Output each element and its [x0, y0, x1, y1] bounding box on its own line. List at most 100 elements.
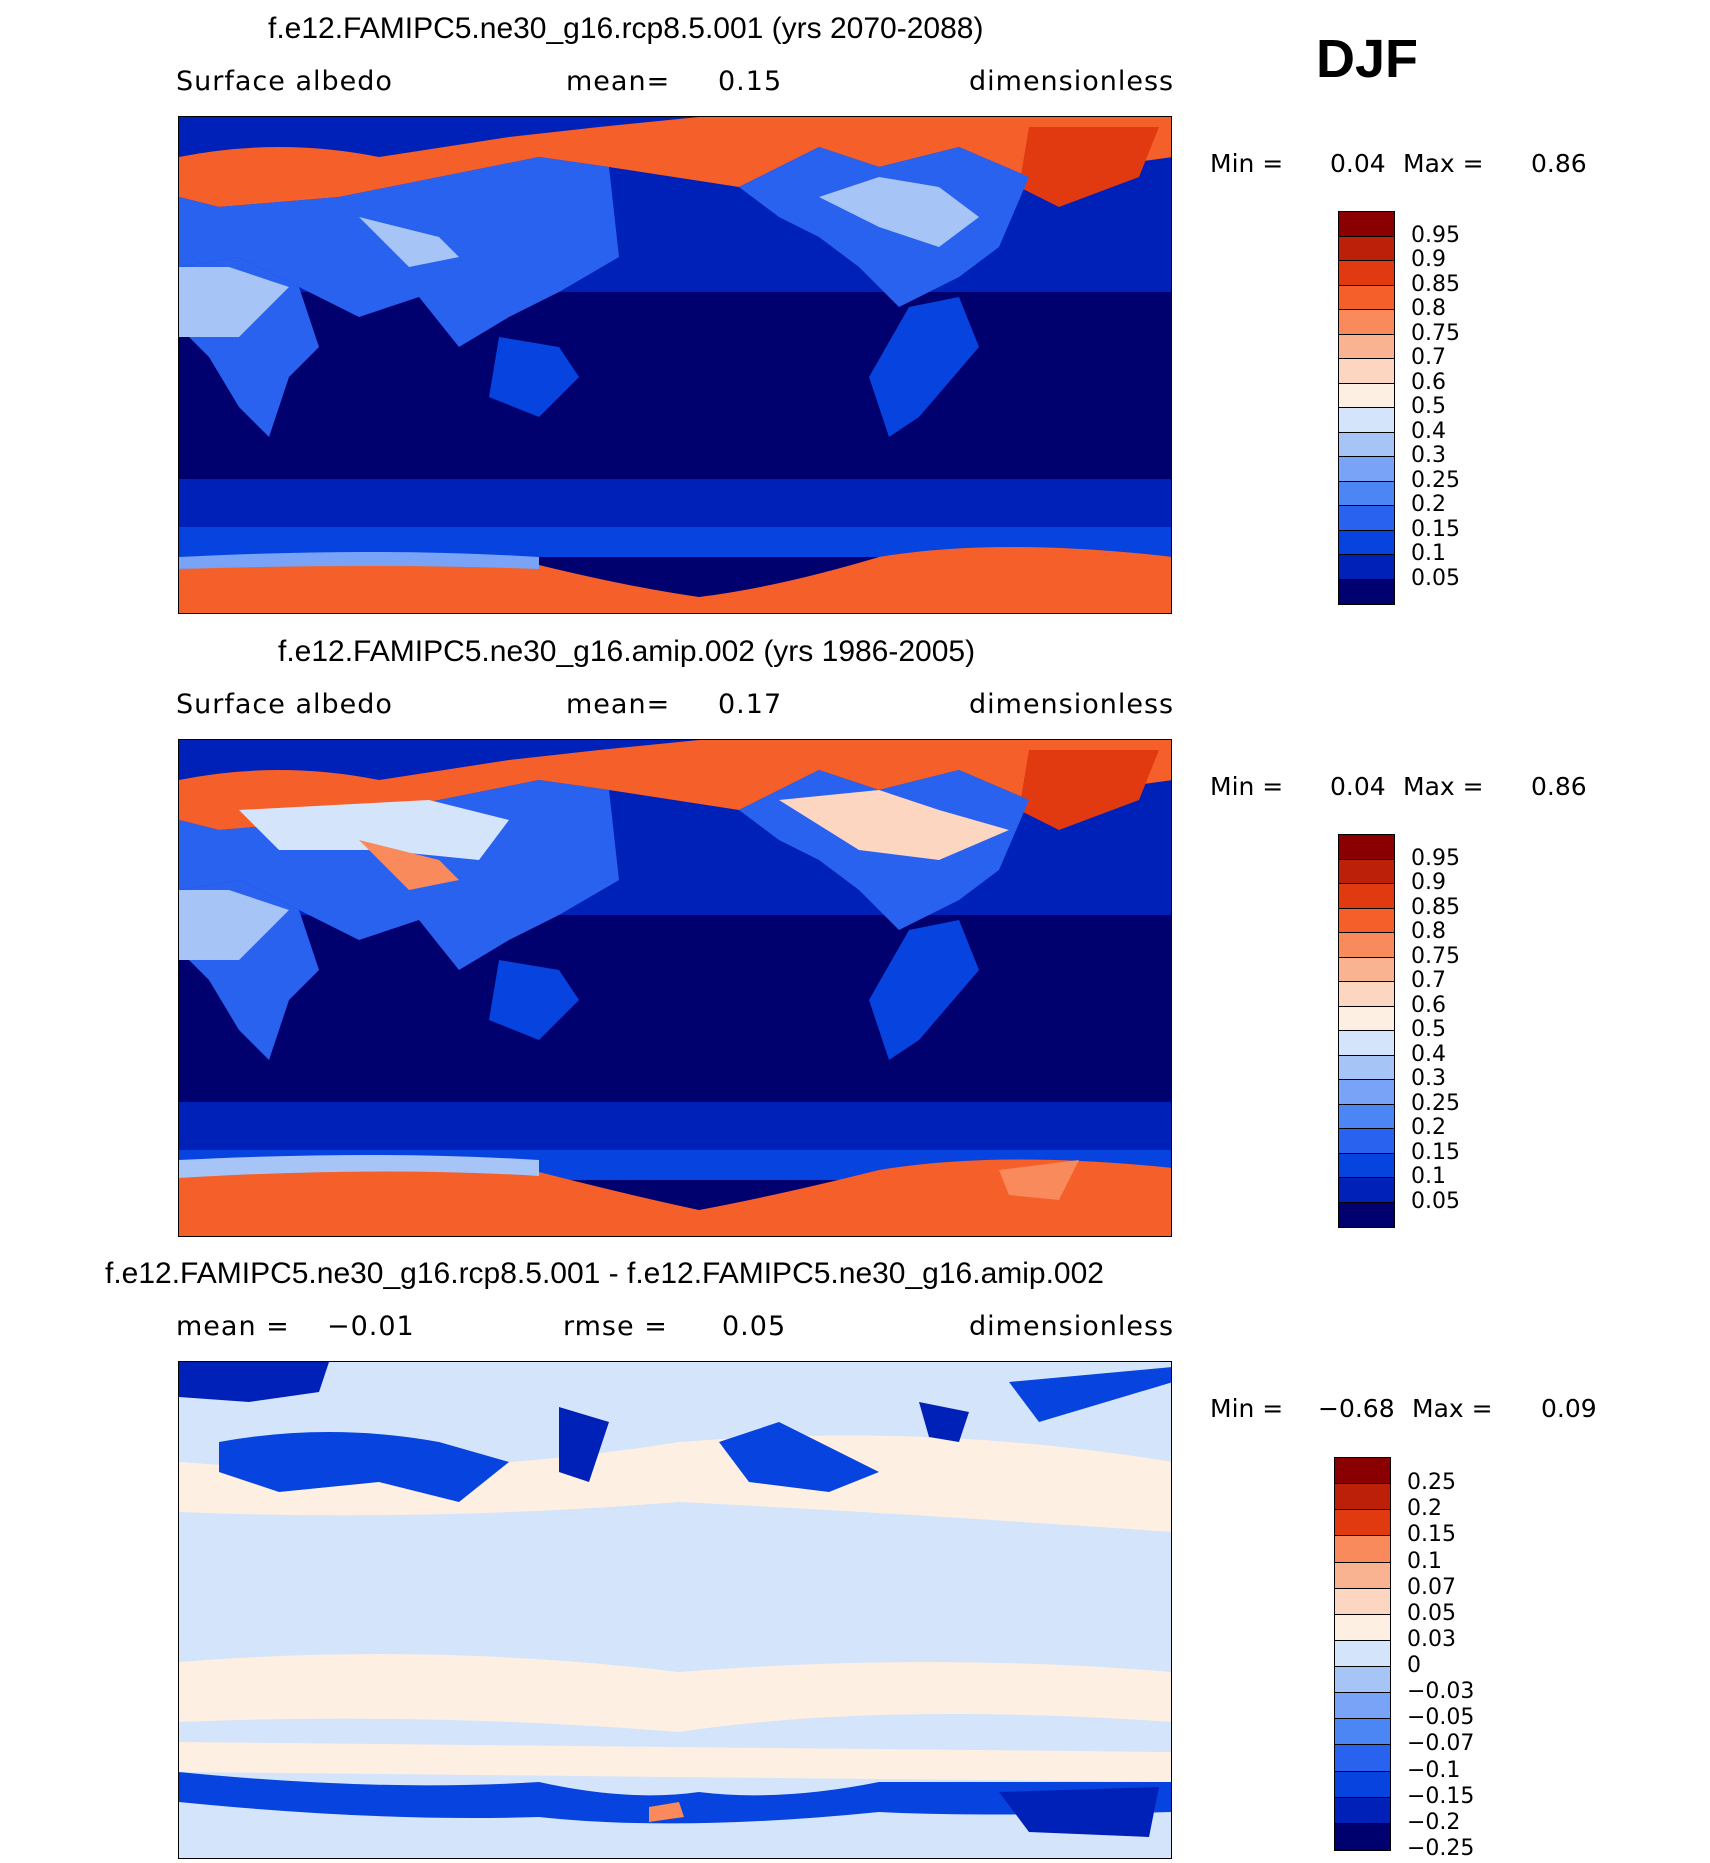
panel-1-max-label: Max =	[1403, 149, 1484, 178]
panel-3-colorbar	[1334, 1457, 1391, 1851]
panel-1-min-value: 0.04	[1330, 149, 1386, 178]
colorbar-swatch	[1339, 285, 1394, 310]
colorbar-swatch	[1335, 1536, 1390, 1563]
colorbar-level-label: 0.75	[1411, 320, 1460, 346]
panel-1-colorbar	[1338, 211, 1395, 605]
colorbar-swatch	[1335, 1458, 1390, 1485]
colorbar-swatch	[1339, 359, 1394, 384]
panel-1-map-field	[179, 117, 1171, 613]
colorbar-level-label: 0.1	[1411, 1164, 1446, 1189]
colorbar-swatch	[1339, 1031, 1394, 1056]
colorbar-level-label: 0.95	[1411, 845, 1460, 871]
panel-1-variable-label: Surface albedo	[176, 66, 393, 97]
panel-2-mean-value: 0.17	[718, 689, 783, 720]
colorbar-level-label: 0.2	[1411, 492, 1446, 517]
colorbar-level-label: 0.2	[1407, 1496, 1442, 1522]
colorbar-swatch	[1339, 530, 1394, 555]
panel-3-min-label: Min =	[1210, 1394, 1284, 1423]
panel-2-map	[178, 739, 1172, 1237]
panel-2-title: f.e12.FAMIPC5.ne30_g16.amip.002 (yrs 198…	[278, 635, 976, 668]
panel-1-map	[178, 116, 1172, 614]
colorbar-level-label: 0.75	[1411, 943, 1460, 969]
colorbar-level-label: 0.2	[1411, 1115, 1446, 1140]
colorbar-level-label: 0.6	[1411, 992, 1446, 1018]
colorbar-swatch	[1335, 1588, 1390, 1615]
colorbar-swatch	[1339, 310, 1394, 335]
colorbar-level-label: 0	[1407, 1653, 1421, 1679]
panel-2-mean-label: mean=	[566, 689, 671, 720]
colorbar-level-label: 0.03	[1407, 1626, 1456, 1652]
colorbar-level-label: −0.07	[1407, 1731, 1475, 1757]
colorbar-swatch	[1339, 261, 1394, 286]
colorbar-swatch	[1339, 1006, 1394, 1031]
panel-3-max-value: 0.09	[1541, 1394, 1597, 1423]
colorbar-level-label: 0.15	[1411, 1139, 1460, 1165]
panel-1-mean-value: 0.15	[718, 66, 783, 97]
colorbar-swatch	[1339, 859, 1394, 884]
colorbar-swatch	[1339, 408, 1394, 433]
colorbar-swatch	[1335, 1797, 1390, 1824]
colorbar-swatch	[1339, 1129, 1394, 1154]
colorbar-level-label: 0.5	[1411, 394, 1446, 419]
colorbar-swatch	[1339, 1055, 1394, 1080]
panel-3-map	[178, 1361, 1172, 1859]
colorbar-swatch	[1339, 457, 1394, 482]
colorbar-level-label: −0.03	[1407, 1679, 1475, 1705]
colorbar-level-label: −0.1	[1407, 1757, 1461, 1783]
colorbar-swatch	[1339, 1153, 1394, 1178]
colorbar-swatch	[1339, 982, 1394, 1007]
panel-3-title: f.e12.FAMIPC5.ne30_g16.rcp8.5.001 - f.e1…	[105, 1257, 1104, 1290]
panel-2-units: dimensionless	[969, 689, 1175, 720]
colorbar-level-label: 0.05	[1411, 1188, 1460, 1214]
colorbar-swatch	[1339, 481, 1394, 506]
colorbar-level-label: 0.95	[1411, 222, 1460, 248]
colorbar-level-label: 0.05	[1407, 1600, 1456, 1626]
colorbar-swatch	[1339, 1202, 1394, 1227]
panel-2-min-value: 0.04	[1330, 772, 1386, 801]
panel-2-variable-label: Surface albedo	[176, 689, 393, 720]
colorbar-level-label: 0.6	[1411, 369, 1446, 395]
colorbar-swatch	[1339, 432, 1394, 457]
colorbar-swatch	[1339, 1178, 1394, 1203]
colorbar-swatch	[1339, 506, 1394, 531]
colorbar-swatch	[1335, 1823, 1390, 1850]
colorbar-swatch	[1335, 1640, 1390, 1668]
season-label: DJF	[1316, 29, 1419, 89]
colorbar-level-label: 0.7	[1411, 345, 1446, 370]
colorbar-swatch	[1339, 957, 1394, 982]
panel-3-mean-label: mean =	[176, 1311, 290, 1342]
colorbar-swatch	[1335, 1562, 1390, 1589]
colorbar-swatch	[1339, 1080, 1394, 1105]
colorbar-level-label: −0.15	[1407, 1783, 1475, 1809]
colorbar-level-label: 0.8	[1411, 919, 1446, 944]
colorbar-level-label: 0.05	[1411, 565, 1460, 591]
colorbar-level-label: 0.85	[1411, 271, 1460, 297]
colorbar-swatch	[1335, 1693, 1390, 1720]
panel-2-colorbar	[1338, 834, 1395, 1228]
colorbar-level-label: 0.7	[1411, 968, 1446, 993]
colorbar-swatch	[1335, 1484, 1390, 1511]
panel-3-min-value: −0.68	[1318, 1394, 1395, 1423]
colorbar-swatch	[1335, 1510, 1390, 1537]
colorbar-level-label: 0.25	[1411, 467, 1460, 493]
colorbar-swatch	[1339, 383, 1394, 408]
colorbar-level-label: 0.4	[1411, 418, 1446, 444]
panel-3-units: dimensionless	[969, 1311, 1175, 1342]
colorbar-swatch	[1339, 835, 1394, 860]
panel-2-map-field	[179, 740, 1171, 1236]
colorbar-swatch	[1335, 1771, 1390, 1798]
colorbar-swatch	[1335, 1719, 1390, 1746]
panel-3-mean-value: −0.01	[327, 1311, 415, 1342]
colorbar-level-label: −0.05	[1407, 1705, 1475, 1731]
panel-1-title: f.e12.FAMIPC5.ne30_g16.rcp8.5.001 (yrs 2…	[268, 12, 984, 45]
colorbar-level-label: 0.07	[1407, 1574, 1456, 1600]
colorbar-swatch	[1339, 933, 1394, 958]
colorbar-level-label: 0.85	[1411, 894, 1460, 920]
colorbar-swatch	[1339, 212, 1394, 237]
colorbar-level-label: 0.4	[1411, 1041, 1446, 1067]
colorbar-swatch	[1335, 1667, 1390, 1694]
colorbar-level-label: 0.9	[1411, 870, 1446, 895]
colorbar-level-label: −0.25	[1407, 1836, 1475, 1861]
colorbar-level-label: 0.3	[1411, 443, 1446, 468]
colorbar-level-label: 0.15	[1407, 1522, 1456, 1548]
